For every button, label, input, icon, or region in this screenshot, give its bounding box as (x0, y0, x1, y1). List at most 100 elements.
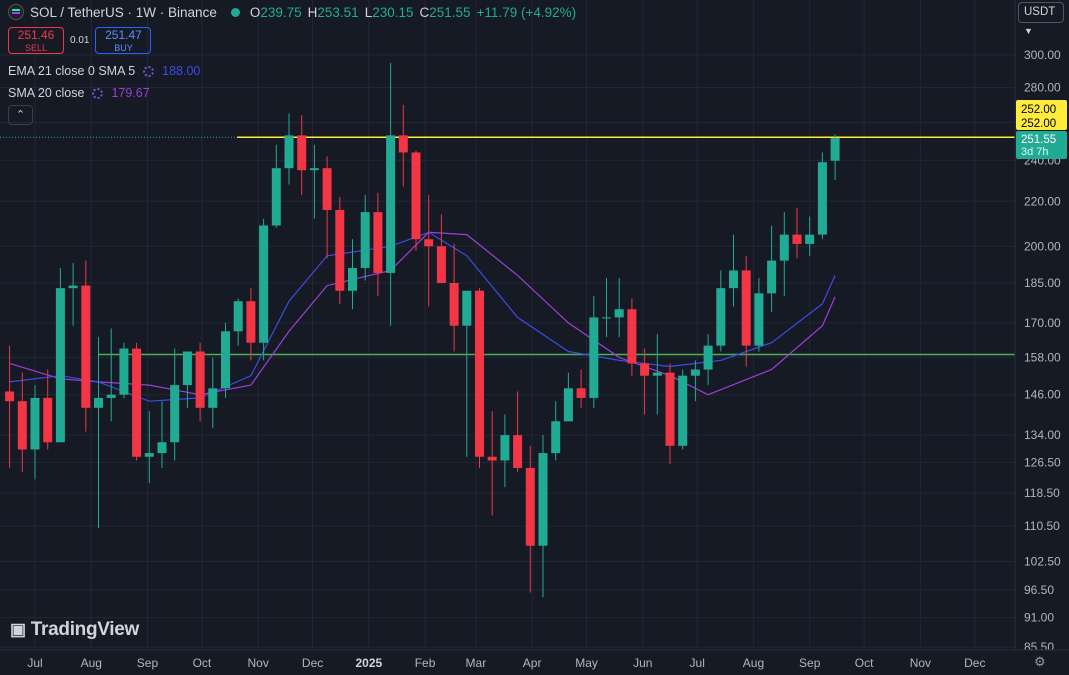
candle-body (55, 288, 65, 443)
candle-body (817, 162, 827, 235)
indicator-sma-value: 179.67 (111, 86, 150, 100)
candle (68, 263, 78, 326)
candle-body (81, 285, 91, 408)
candle (487, 411, 497, 516)
candle-body (703, 345, 713, 370)
candle-body (754, 293, 764, 346)
time-axis[interactable]: Jul Aug Sep Oct Nov Dec 2025 Feb Mar Apr May Jun Jul… (0, 649, 1069, 675)
candle (703, 334, 713, 386)
candle-body (208, 388, 218, 408)
indicator-sma-label: SMA 20 close (8, 86, 85, 100)
candle-body (436, 246, 446, 284)
time-tick-label: Oct (193, 656, 212, 670)
candle (284, 113, 294, 185)
time-tick-label: Dec (964, 656, 985, 670)
candle-body (398, 135, 408, 153)
low-value: 230.15 (372, 4, 414, 20)
candle-body (335, 209, 345, 291)
last-price-label: 251.55 (1021, 134, 1056, 146)
loading-icon (92, 87, 104, 99)
candle-body (678, 375, 688, 446)
candle (500, 414, 510, 488)
candle (157, 401, 167, 468)
candle (640, 348, 650, 415)
candle-body (640, 363, 650, 376)
time-tick-label: Sep (799, 656, 821, 670)
high-value: 253.51 (317, 4, 359, 20)
market-status-icon (230, 7, 240, 17)
candle (652, 334, 662, 415)
candle-body (500, 435, 510, 461)
settings-icon[interactable]: ⚙ (1034, 654, 1046, 669)
candle-body (94, 397, 103, 408)
candle (233, 298, 243, 346)
indicator-ema-label: EMA 21 close 0 SMA 5 (8, 64, 136, 78)
time-tick-label: 2025 (355, 656, 382, 670)
time-tick-label: Mar (466, 656, 487, 670)
candle (475, 288, 484, 468)
candle-body (513, 435, 523, 468)
resistance-price-label: 252.00 (1021, 104, 1056, 116)
tradingview-icon: ▣ (10, 620, 26, 639)
candle (335, 197, 345, 304)
price-tick-label: 158.00 (1024, 350, 1061, 364)
candle-body (487, 456, 497, 461)
candle-body (170, 385, 180, 443)
loading-icon (143, 65, 155, 77)
candle (271, 144, 281, 228)
candle-body (360, 212, 370, 268)
candle (525, 445, 535, 593)
price-tick-label: 96.50 (1024, 583, 1054, 597)
candle-body (182, 351, 192, 386)
candle-body (665, 372, 675, 446)
buy-button[interactable]: 251.47 BUY (95, 27, 152, 54)
time-tick-label: May (575, 656, 598, 670)
candle-body (309, 168, 319, 171)
candle (805, 216, 815, 256)
candle (729, 234, 738, 307)
candle (436, 214, 446, 284)
candle (119, 342, 129, 398)
time-axis-bg (0, 650, 1069, 675)
price-tick-label: 110.50 (1024, 519, 1060, 533)
price-tick-label: 134.00 (1024, 428, 1061, 442)
symbol-title[interactable]: SOL / TetherUS · 1W · Binance (30, 4, 217, 20)
candle-body (119, 348, 129, 395)
price-axis[interactable]: 300.00280.00260.00240.00220.00200.00185.… (1014, 0, 1069, 654)
candle (132, 342, 142, 461)
candle-body (729, 270, 738, 289)
candle (348, 239, 357, 310)
candle (576, 369, 586, 408)
resistance-price-label-bg (1016, 100, 1067, 130)
candle-body (373, 212, 383, 273)
candle (741, 255, 751, 367)
candle-body (284, 135, 294, 169)
close-value: 251.55 (429, 4, 471, 20)
sell-label: SELL (24, 43, 48, 53)
indicator-ema[interactable]: EMA 21 close 0 SMA 5 188.00 (8, 64, 200, 78)
sell-button[interactable]: 251.46 SELL (8, 27, 64, 54)
candle-body (576, 388, 586, 398)
candle (170, 348, 180, 461)
candle-body (233, 301, 243, 332)
candle (678, 369, 688, 450)
solana-icon (8, 4, 24, 20)
buy-label: BUY (114, 43, 133, 53)
buy-price: 251.47 (105, 28, 142, 42)
collapse-indicators-button[interactable]: ⌃ (8, 105, 33, 125)
high-label: H (307, 4, 318, 20)
price-tick-label: 300.00 (1024, 48, 1061, 62)
candle (195, 342, 205, 422)
time-tick-label: Aug (743, 656, 764, 670)
candle-body (259, 225, 269, 343)
candle (43, 369, 53, 450)
candle-body (322, 168, 332, 210)
candle-body (157, 442, 167, 454)
candle (614, 277, 624, 337)
candle-body (475, 290, 484, 457)
currency-selector[interactable]: USDT ▼ (1018, 2, 1064, 36)
candle-body (805, 234, 815, 244)
candle-body (690, 369, 700, 376)
indicator-sma[interactable]: SMA 20 close 179.67 (8, 86, 150, 100)
